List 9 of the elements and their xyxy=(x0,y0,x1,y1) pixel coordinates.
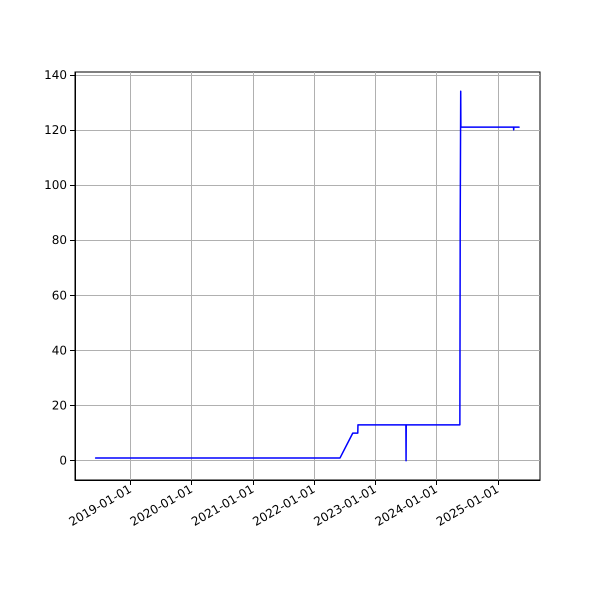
line-series xyxy=(94,90,520,462)
y-tick-label: 140 xyxy=(44,68,67,82)
y-tick-label: 80 xyxy=(52,233,67,248)
y-tick-label: 20 xyxy=(52,398,67,413)
y-tick-label: 40 xyxy=(52,343,67,358)
y-tick-label: 0 xyxy=(59,454,67,468)
y-tick-label: 100 xyxy=(44,178,67,192)
y-tick-label: 60 xyxy=(52,288,67,302)
y-tick-label: 120 xyxy=(44,122,67,137)
